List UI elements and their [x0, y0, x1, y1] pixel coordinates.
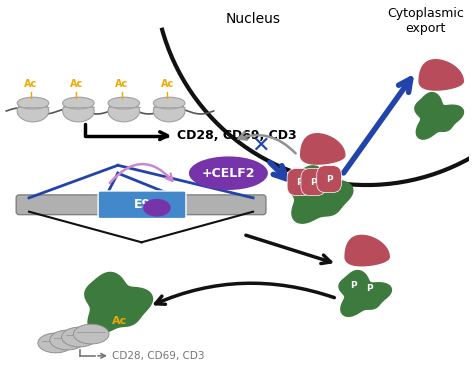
Text: Ac: Ac — [115, 79, 128, 89]
Text: P: P — [310, 178, 317, 187]
Text: +CELF2: +CELF2 — [201, 167, 255, 180]
Polygon shape — [339, 271, 392, 316]
Ellipse shape — [17, 97, 49, 109]
Text: Ac: Ac — [70, 79, 83, 89]
FancyBboxPatch shape — [16, 195, 103, 214]
Ellipse shape — [154, 97, 185, 109]
Text: E9: E9 — [134, 198, 151, 211]
Ellipse shape — [189, 156, 268, 190]
Polygon shape — [85, 273, 153, 334]
Text: P: P — [350, 281, 357, 290]
Polygon shape — [345, 236, 389, 266]
Ellipse shape — [38, 333, 73, 353]
Text: ✕: ✕ — [252, 135, 270, 156]
Text: CD28, CD69, CD3: CD28, CD69, CD3 — [177, 129, 297, 142]
Polygon shape — [301, 134, 345, 164]
Text: P: P — [366, 284, 373, 293]
Text: Nucleus: Nucleus — [226, 12, 281, 26]
FancyArrowPatch shape — [110, 164, 173, 183]
Polygon shape — [415, 93, 464, 139]
Text: Ac: Ac — [161, 79, 174, 89]
Ellipse shape — [143, 199, 171, 217]
Ellipse shape — [17, 100, 49, 122]
Text: CD28, CD69, CD3: CD28, CD69, CD3 — [112, 351, 204, 361]
Ellipse shape — [73, 324, 109, 344]
Text: Ac: Ac — [112, 316, 128, 326]
Ellipse shape — [108, 100, 139, 122]
Text: Cytoplasmic
export: Cytoplasmic export — [387, 8, 464, 35]
FancyBboxPatch shape — [181, 195, 266, 214]
Ellipse shape — [63, 97, 94, 109]
Ellipse shape — [63, 100, 94, 122]
Ellipse shape — [108, 97, 139, 109]
Text: Ac: Ac — [24, 79, 37, 89]
FancyBboxPatch shape — [98, 191, 186, 219]
Text: P: P — [326, 175, 332, 184]
Text: P: P — [296, 178, 303, 187]
Ellipse shape — [50, 330, 85, 350]
Ellipse shape — [154, 100, 185, 122]
Ellipse shape — [62, 327, 97, 347]
Polygon shape — [289, 166, 353, 223]
Polygon shape — [419, 60, 463, 90]
